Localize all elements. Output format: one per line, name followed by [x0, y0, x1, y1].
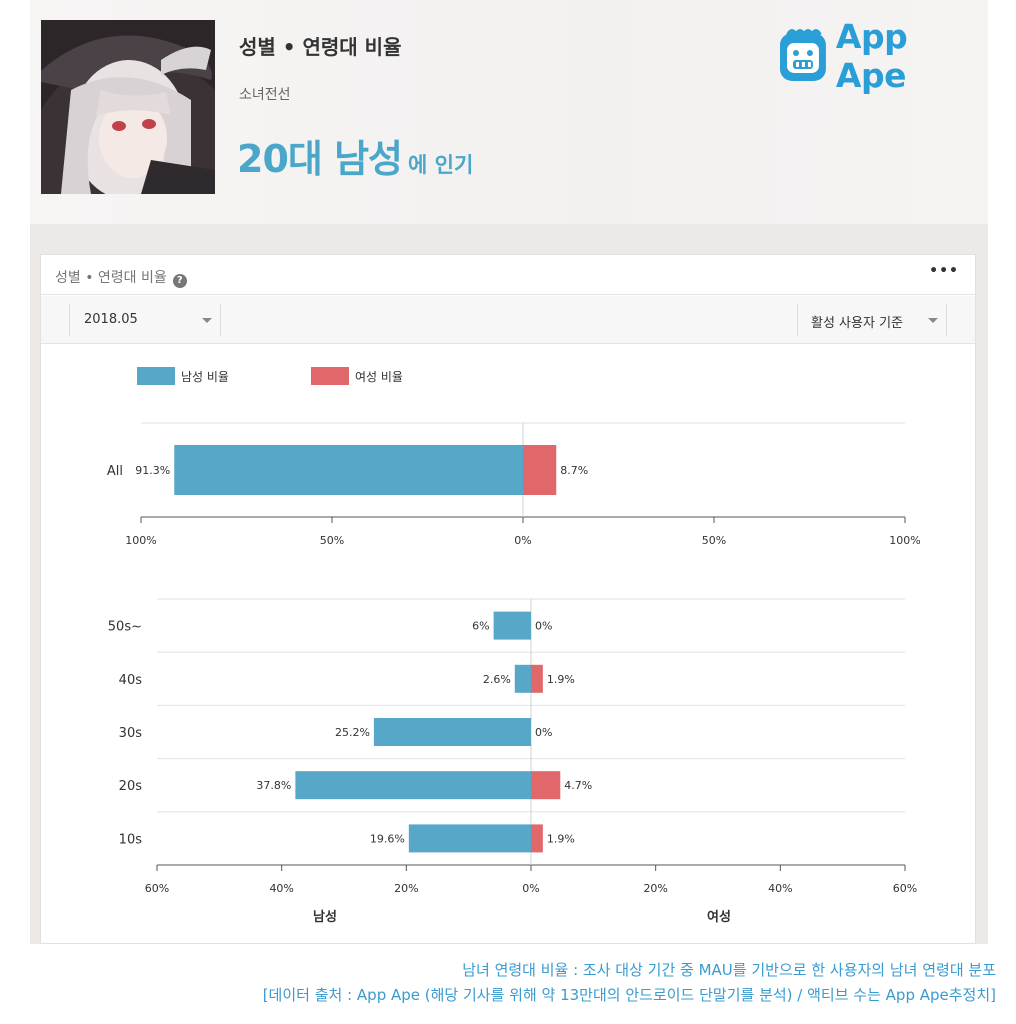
chevron-down-icon — [928, 318, 938, 323]
x-tick-label: 60% — [145, 882, 169, 895]
brand-name: App Ape — [835, 17, 908, 95]
chart-card: 성별 • 연령대 비율? ••• 2018.05 활성 사용자 기준 남성 비율… — [40, 254, 976, 944]
help-icon[interactable]: ? — [172, 274, 187, 288]
footer-note: 남녀 연령대 비율 : 조사 대상 기간 중 MAU를 기반으로 한 사용자의 … — [263, 958, 996, 1008]
month-select[interactable]: 2018.05 — [69, 304, 221, 336]
x-tick-label: 50% — [702, 534, 726, 547]
category-label: 30s — [119, 726, 143, 741]
data-label-male: 6% — [472, 620, 489, 633]
report-frame: 성별 • 연령대 비율 소녀전선 20대 남성 에 인기 App Ape 성별 •… — [30, 0, 988, 944]
page-title: 성별 • 연령대 비율 — [239, 35, 402, 59]
report-header: 성별 • 연령대 비율 소녀전선 20대 남성 에 인기 — [30, 0, 988, 224]
app-ape-logo-icon — [779, 29, 826, 81]
x-axis-label-male: 남성 — [313, 909, 337, 925]
data-label-female: 1.9% — [547, 832, 575, 845]
more-options-icon[interactable]: ••• — [929, 263, 959, 279]
data-label-male: 2.6% — [483, 673, 511, 686]
category-label: 50s~ — [108, 620, 142, 635]
bar-male — [493, 611, 531, 640]
month-select-value: 2018.05 — [84, 312, 138, 327]
basis-select-value: 활성 사용자 기준 — [811, 316, 903, 331]
x-tick-label: 0% — [514, 534, 531, 547]
x-tick-label: 60% — [893, 882, 917, 895]
category-label: 20s — [119, 779, 143, 794]
data-label-female: 8.7% — [560, 464, 588, 477]
data-label-female: 0% — [535, 620, 552, 633]
x-tick-label: 40% — [269, 882, 293, 895]
gender-age-chart: All 91.3% 8.7% 100% 50% 0% 50% 100% 50s~ 6% 0% 40s 2… — [107, 422, 921, 925]
headline-suffix: 에 인기 — [408, 153, 474, 177]
chart-legend: 남성 비율 여성 비율 — [41, 367, 975, 387]
data-label-female: 0% — [535, 726, 552, 739]
bar-female — [523, 445, 557, 495]
bar-male — [408, 824, 531, 853]
app-icon — [41, 20, 215, 194]
headline: 20대 남성 에 인기 — [237, 128, 473, 183]
bar-male — [514, 664, 531, 693]
x-tick-label: 100% — [889, 534, 920, 547]
app-artwork-icon — [41, 20, 215, 194]
category-label: All — [107, 464, 123, 479]
chevron-down-icon — [202, 318, 212, 323]
x-tick-label: 20% — [394, 882, 418, 895]
legend-label-female: 여성 비율 — [355, 369, 403, 384]
x-tick-label: 0% — [522, 882, 539, 895]
app-name: 소녀전선 — [239, 87, 291, 103]
basis-select[interactable]: 활성 사용자 기준 — [797, 304, 947, 336]
bar-female — [531, 824, 543, 853]
card-header: 성별 • 연령대 비율? ••• — [41, 255, 975, 295]
footer-line-2: [데이터 출처 : App Ape (해당 기사를 위해 약 13만대의 안드로… — [262, 986, 996, 1004]
footer-line-1: 남녀 연령대 비율 : 조사 대상 기간 중 MAU를 기반으로 한 사용자의 … — [462, 961, 996, 979]
category-label: 40s — [119, 673, 143, 688]
x-tick-label: 100% — [125, 534, 156, 547]
legend-swatch-male — [137, 367, 175, 385]
bar-female — [531, 664, 543, 693]
data-label-female: 4.7% — [564, 779, 592, 792]
data-label-female: 1.9% — [547, 673, 575, 686]
legend-item-male: 남성 비율 — [137, 367, 229, 385]
card-toolbar: 2018.05 활성 사용자 기준 — [41, 296, 975, 344]
brand-logo: App Ape — [778, 17, 988, 95]
data-label-male: 91.3% — [135, 464, 170, 477]
card-title: 성별 • 연령대 비율? — [55, 267, 187, 288]
legend-item-female: 여성 비율 — [311, 367, 403, 385]
x-tick-label: 40% — [768, 882, 792, 895]
category-label: 10s — [119, 832, 143, 847]
data-label-male: 37.8% — [256, 779, 291, 792]
bar-male — [174, 445, 523, 495]
bar-female — [531, 771, 561, 800]
bar-male — [373, 718, 531, 746]
x-tick-label: 20% — [643, 882, 667, 895]
legend-swatch-female — [311, 367, 349, 385]
headline-main: 20대 남성 — [237, 137, 403, 181]
card-title-text: 성별 • 연령대 비율 — [55, 270, 167, 286]
data-label-male: 19.6% — [370, 832, 405, 845]
x-tick-label: 50% — [320, 534, 344, 547]
x-axis-label-female: 여성 — [707, 909, 731, 925]
bar-male — [295, 771, 531, 800]
legend-label-male: 남성 비율 — [181, 369, 229, 384]
data-label-male: 25.2% — [335, 726, 370, 739]
